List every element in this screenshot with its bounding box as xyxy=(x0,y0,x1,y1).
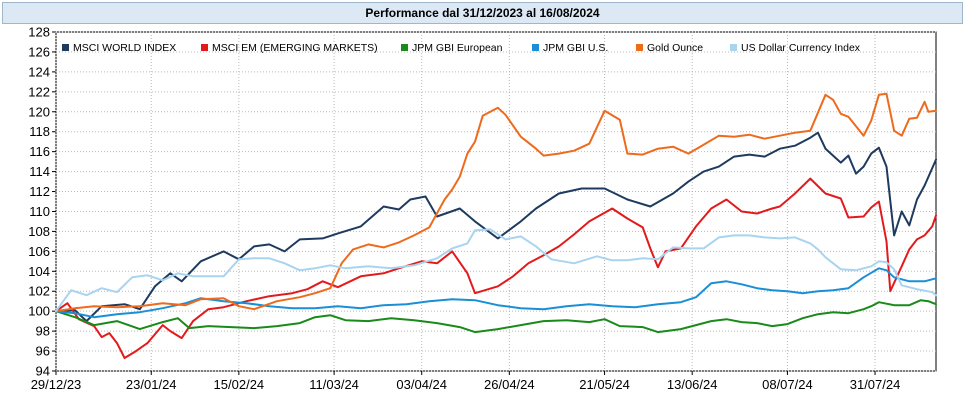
x-tick-label: 31/07/24 xyxy=(850,377,901,392)
y-tick-label: 104 xyxy=(28,264,50,279)
y-tick-label: 108 xyxy=(28,224,50,239)
y-tick-label: 116 xyxy=(29,144,50,159)
x-tick-label: 23/01/24 xyxy=(126,377,177,392)
y-tick-label: 122 xyxy=(28,84,50,99)
y-tick-label: 98 xyxy=(36,324,50,339)
legend-label: US Dollar Currency Index xyxy=(741,42,861,54)
x-tick-label: 15/02/24 xyxy=(214,377,265,392)
series-line-msci-world-index xyxy=(55,131,937,323)
x-tick-label: 11/03/24 xyxy=(309,377,359,392)
y-tick-label: 128 xyxy=(28,25,50,40)
series-line-jpm-gbi-u-s xyxy=(55,267,937,319)
x-tick-label: 08/07/24 xyxy=(762,377,813,392)
y-tick-label: 102 xyxy=(28,284,50,299)
y-tick-label: 96 xyxy=(36,344,50,359)
legend-swatch xyxy=(201,44,208,51)
y-tick-label: 112 xyxy=(29,184,50,199)
legend-swatch xyxy=(730,44,737,51)
y-tick-label: 100 xyxy=(28,304,50,319)
series-line-us-dollar-currency-index xyxy=(55,228,937,313)
x-tick-label: 21/05/24 xyxy=(579,377,630,392)
y-tick-label: 118 xyxy=(29,124,50,139)
x-tick-label: 29/12/23 xyxy=(31,377,82,392)
legend-label: Gold Ounce xyxy=(647,42,703,54)
y-tick-label: 94 xyxy=(36,364,50,379)
x-tick-label: 03/04/24 xyxy=(396,377,447,392)
y-tick-label: 110 xyxy=(29,204,50,219)
y-tick-label: 124 xyxy=(28,64,50,79)
legend-label: MSCI EM (EMERGING MARKETS) xyxy=(212,42,378,54)
series-line-msci-em-emerging-markets xyxy=(55,177,937,359)
legend-swatch xyxy=(401,44,408,51)
y-tick-label: 114 xyxy=(29,164,50,179)
series-line-jpm-gbi-european xyxy=(55,299,937,334)
series-line-gold-ounce xyxy=(55,92,937,313)
plot-area xyxy=(55,31,937,372)
y-tick-label: 120 xyxy=(28,104,50,119)
legend-label: JPM GBI U.S. xyxy=(543,42,608,54)
legend-swatch xyxy=(636,44,643,51)
legend-label: JPM GBI European xyxy=(412,42,503,54)
chart-title: Performance dal 31/12/2023 al 16/08/2024 xyxy=(2,2,963,24)
y-tick-label: 106 xyxy=(28,244,50,259)
legend-swatch xyxy=(62,44,69,51)
x-tick-label: 13/06/24 xyxy=(667,377,718,392)
y-tick-label: 126 xyxy=(28,44,50,59)
x-tick-label: 26/04/24 xyxy=(484,377,535,392)
legend-swatch xyxy=(532,44,539,51)
legend-label: MSCI WORLD INDEX xyxy=(73,42,176,54)
